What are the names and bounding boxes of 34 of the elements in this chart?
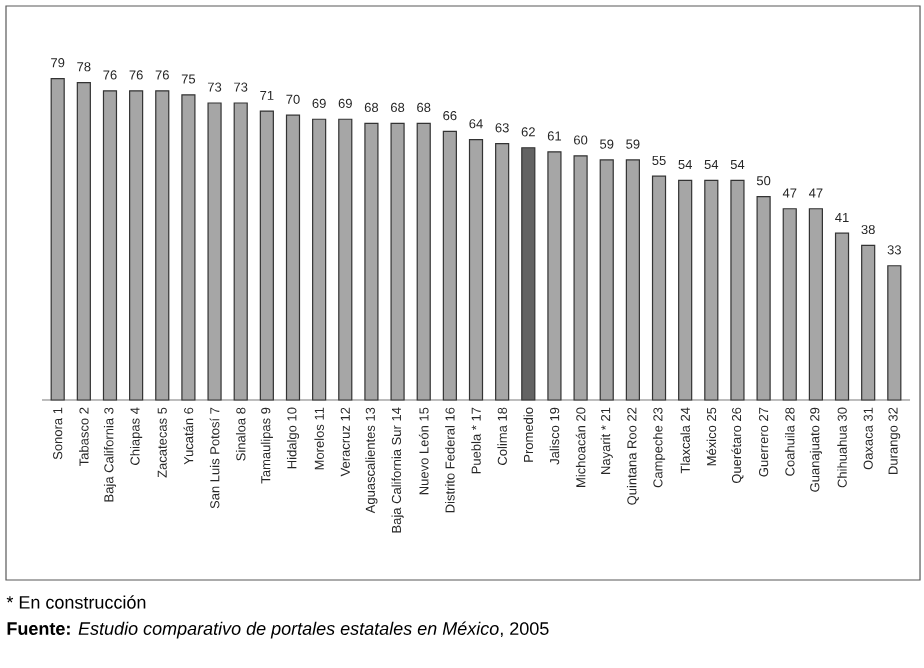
bar bbox=[364, 122, 379, 401]
bar bbox=[547, 151, 562, 401]
bar bbox=[50, 77, 65, 401]
bar bbox=[704, 179, 719, 401]
bar bbox=[495, 143, 510, 401]
bar bbox=[207, 102, 222, 401]
bar bbox=[129, 90, 144, 401]
bar bbox=[155, 90, 170, 401]
bar bbox=[233, 102, 248, 401]
bar bbox=[338, 118, 353, 401]
text: * En construcción bbox=[6, 595, 146, 609]
bar bbox=[468, 139, 484, 401]
bar bbox=[625, 159, 640, 401]
bar bbox=[887, 265, 902, 401]
bar bbox=[678, 179, 693, 401]
bar bbox=[730, 179, 745, 401]
bar bbox=[782, 208, 797, 401]
bar bbox=[416, 122, 431, 401]
bar bbox=[312, 118, 327, 401]
bar bbox=[808, 208, 823, 401]
bar bbox=[390, 122, 405, 401]
bar bbox=[102, 90, 118, 401]
bar bbox=[599, 159, 614, 401]
bar bbox=[756, 195, 771, 401]
bar bbox=[442, 130, 457, 401]
text: Fuente: Estudio comparativo de portales estatales en México, 2005 bbox=[7, 621, 549, 639]
bar bbox=[651, 175, 667, 401]
bar bbox=[573, 155, 588, 401]
bar bbox=[834, 232, 850, 401]
bar bbox=[76, 82, 91, 401]
bar bbox=[285, 114, 301, 401]
bar bbox=[861, 244, 876, 401]
bar bbox=[181, 94, 196, 401]
bar bbox=[259, 110, 274, 401]
